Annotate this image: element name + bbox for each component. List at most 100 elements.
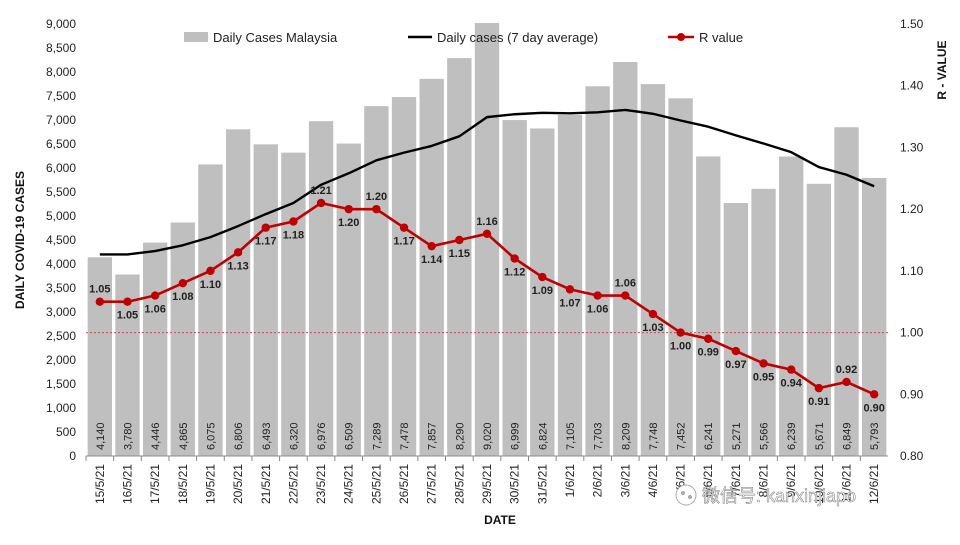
y-tick-label: 7,000 [46,113,76,127]
r-value-label: 1.18 [283,229,304,241]
y-tick-label: 9,000 [46,17,76,31]
bar [170,222,195,456]
y-tick-label: 2,000 [46,353,76,367]
r-value-point [676,328,685,337]
y-tick-label: 7,500 [46,89,76,103]
bar [668,98,693,456]
x-axis-title: DATE [484,513,516,527]
bar [723,202,749,456]
r-value-point [123,297,132,306]
bar-value-label: 6,075 [205,422,217,450]
r-value-point [289,217,298,226]
bar [862,177,887,456]
bar-value-label: 7,857 [427,422,439,450]
r-value-point [565,285,575,294]
r-value-label: 0.94 [780,378,802,390]
wechat-icon-bubble [681,491,685,495]
bar [696,156,721,456]
bar-value-label: 4,865 [178,422,190,450]
r-value-label: 1.06 [615,278,636,290]
r-value-point [869,390,879,399]
x-tick-label: 10/6/21 [812,464,826,504]
bar-value-label: 6,976 [316,422,328,450]
y-tick-label: 0 [69,449,76,463]
bar-value-label: 6,320 [288,422,300,450]
legend-label-daily-cases: Daily Cases Malaysia [213,30,338,45]
r-value-label: 1.13 [227,260,248,272]
r-value-point [178,279,187,288]
bar-value-label: 6,806 [233,422,245,450]
x-tick-label: 31/5/21 [535,464,549,504]
bar [834,127,859,457]
r-value-point [510,254,519,263]
r-value-label: 0.95 [753,371,774,383]
bar [225,129,251,456]
bar-value-label: 6,849 [842,422,854,450]
x-tick-label: 4/6/21 [646,464,660,498]
x-tick-label: 7/6/21 [729,464,743,498]
x-tick-label: 26/5/21 [397,464,411,504]
bar [391,97,417,456]
r-value-label: 1.12 [504,267,525,279]
axes-group: 0 500 1,000 1,500 2,000 2,500 3,000 3,500 4,000 4… [13,17,949,527]
x-tick-label: 15/5/21 [93,464,107,504]
bar-value-label: 8,209 [620,422,632,450]
bar-value-label: 4,446 [150,422,162,450]
bar [502,120,527,456]
bar-value-label: 6,241 [703,422,715,450]
r-value-point [427,241,436,251]
x-tick-label: 16/5/21 [120,464,134,504]
bar-value-label: 7,703 [593,422,605,450]
r-value-label: 1.09 [532,285,553,297]
r-value-label: 1.06 [144,304,165,316]
x-tick-label: 20/5/21 [231,464,245,504]
bar [87,257,112,456]
r-value-point [399,223,409,232]
r-value-point [759,359,768,368]
r-value-point [787,365,796,374]
bar-value-label: 7,478 [399,422,411,450]
r-value-label: 1.00 [670,341,691,353]
bar-value-label: 5,566 [759,422,771,450]
r-value-label: 1.05 [89,284,110,296]
bar-value-label: 8,290 [454,422,466,450]
r-value-label: 1.20 [366,191,387,203]
r-value-label: 0.97 [725,359,746,371]
r-value-label: 0.90 [863,402,884,414]
y-tick-label: 500 [56,425,76,439]
r-value-label: 1.06 [587,304,608,316]
legend-swatch-daily-cases [184,32,208,42]
x-tick-label: 12/6/21 [867,464,881,504]
y2-tick-label: 1.50 [900,17,924,31]
r-value-point [593,291,602,300]
bar-value-label: 7,452 [676,422,688,450]
bar [308,121,334,456]
y2-tick-label: 0.80 [900,449,924,463]
r-value-label: 1.17 [255,236,276,248]
bar-value-label: 5,271 [731,422,743,450]
r-value-label: 1.20 [338,217,359,229]
bar-value-label: 5,671 [814,422,826,450]
bar-value-label: 6,509 [344,422,356,450]
r-value-label: 1.07 [559,297,580,309]
r-value-label: 1.17 [393,236,414,248]
x-tick-label: 6/6/21 [701,464,715,498]
x-tick-label: 17/5/21 [148,464,162,504]
legend-label-average: Daily cases (7 day average) [437,30,598,45]
bar [336,143,361,456]
y-tick-label: 4,500 [46,233,76,247]
bar [585,86,610,457]
average-line [99,108,875,256]
bar [198,164,223,456]
x-tick-label: 1/6/21 [563,464,577,498]
watermark-text: 微信号: kanxinjiapo [702,486,856,506]
r-value-point [233,248,243,257]
r-value-label: 1.05 [117,310,138,322]
bar [253,144,278,456]
wechat-icon-bubble [688,495,692,499]
r-value-label: 0.92 [836,364,857,376]
y2-axis-title: R - VALUE [935,40,949,99]
bar-value-label: 5,793 [869,422,881,450]
